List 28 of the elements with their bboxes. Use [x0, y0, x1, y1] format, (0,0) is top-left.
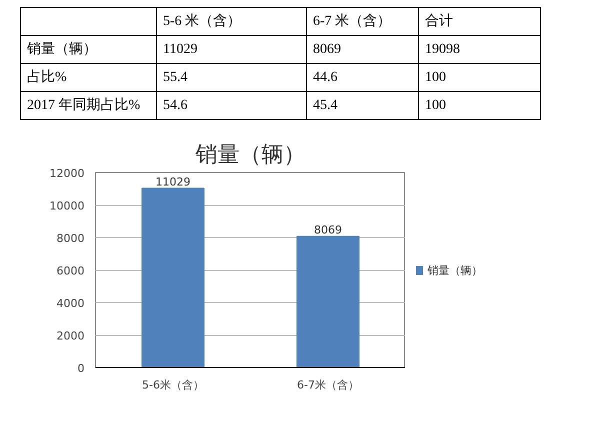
y-tick-label: 0: [78, 362, 84, 375]
table-cell: 占比%: [20, 64, 156, 92]
table-cell: 6-7 米（含）: [306, 8, 418, 36]
table-cell: 100: [418, 92, 540, 120]
annotation: 11029: [156, 175, 191, 188]
table-cell: 8069: [306, 36, 418, 64]
y-tick-label: 10000: [50, 200, 85, 212]
legend-label: 销量（辆）: [426, 264, 482, 277]
table-cell: 合计: [418, 8, 540, 36]
table-cell: 5-6 米（含）: [156, 8, 306, 36]
x-tick-label: 5-6米（含）: [142, 378, 204, 392]
table-cell: 2017 年同期占比%: [20, 92, 156, 120]
y-tick-label: 8000: [56, 232, 85, 245]
y-tick-label: 12000: [50, 167, 85, 180]
table-cell: 100: [418, 64, 540, 92]
y-tick-label: 6000: [56, 264, 85, 278]
table-cell: 55.4: [156, 64, 306, 92]
y-tick-label: 2000: [56, 330, 85, 342]
annotation: 8069: [314, 223, 342, 236]
chart-title: 销量（辆）: [194, 142, 306, 168]
table-cell: 19098: [418, 36, 540, 64]
table-cell: 54.6: [156, 92, 306, 120]
table-cell: 11029: [156, 36, 306, 64]
x-tick-label: 6-7米（含）: [297, 378, 359, 392]
table-cell: 44.6: [306, 64, 418, 92]
y-tick-label: 4000: [56, 297, 85, 310]
table-cell: 45.4: [306, 92, 418, 120]
table-cell: 销量（辆）: [20, 36, 156, 64]
